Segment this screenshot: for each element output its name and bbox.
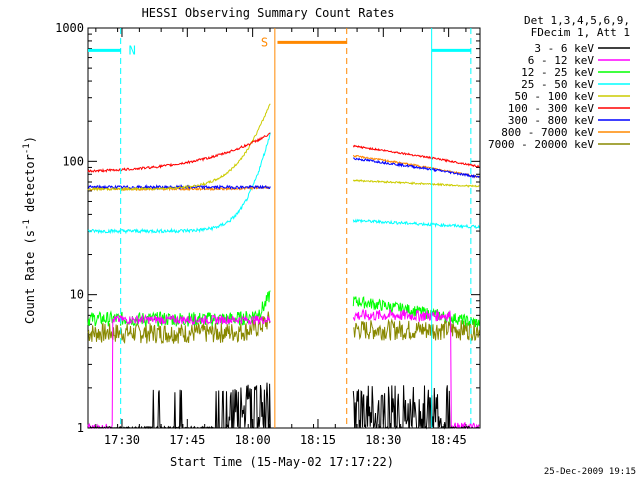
legend-entry-label: 50 - 100 keV xyxy=(515,90,595,103)
legend-header: Det 1,3,4,5,6,9, xyxy=(524,14,630,27)
chart-title: HESSI Observing Summary Count Rates xyxy=(142,6,395,20)
y-tick-label: 10 xyxy=(70,288,84,302)
x-tick-label: 18:15 xyxy=(300,433,336,447)
series-25-50-kev xyxy=(87,132,271,235)
series-3-6-kev xyxy=(352,385,480,430)
y-axis-label-sup1: -1 xyxy=(22,219,32,230)
y-axis-label-sup2: -1 xyxy=(22,143,32,154)
y-tick-label: 1 xyxy=(77,421,84,435)
y-tick-label: 100 xyxy=(62,154,84,168)
plot-frame xyxy=(87,27,481,429)
series-3-6-kev xyxy=(88,382,271,430)
series-300-800-kev xyxy=(352,157,480,179)
legend-entry-label: 6 - 12 keV xyxy=(528,54,595,67)
legend-entry-label: 3 - 6 keV xyxy=(534,42,594,55)
night-marker-label: N xyxy=(129,43,136,57)
timestamp: 25-Dec-2009 19:15 xyxy=(544,467,636,477)
legend-entry-label: 800 - 7000 keV xyxy=(501,126,594,139)
legend-entry-label: 25 - 50 keV xyxy=(521,78,594,91)
x-tick-label: 18:45 xyxy=(431,433,467,447)
series-100-300-kev xyxy=(87,132,271,173)
plot-area: 1 10 100 1000 17:30 17:45 18:00 18:15 18:30 18:45… xyxy=(55,21,481,447)
series-6-12-kev xyxy=(352,308,480,430)
series-50-100-kev xyxy=(87,103,271,192)
x-tick-label: 17:30 xyxy=(104,433,140,447)
legend-header: FDecim 1, Att 1 xyxy=(531,26,630,39)
x-tick-label: 18:30 xyxy=(365,433,401,447)
legend-entry-label: 12 - 25 keV xyxy=(521,66,594,79)
series-6-12-kev xyxy=(87,314,271,429)
x-axis-label: Start Time (15-May-02 17:17:22) xyxy=(170,455,394,469)
series-800-7000-kev xyxy=(352,154,480,178)
series-7000-20000-kev xyxy=(87,311,271,345)
saa-marker-label: S xyxy=(261,35,268,49)
series-25-50-kev xyxy=(352,218,480,230)
y-axis-label: Count Rate (s-1 detector-1) xyxy=(22,136,37,324)
legend-entry-label: 300 - 800 keV xyxy=(508,114,594,127)
y-axis-label-mid: detector xyxy=(23,154,37,219)
y-axis-label-main: Count Rate (s xyxy=(23,230,37,324)
y-tick-label: 1000 xyxy=(55,21,84,35)
x-tick-label: 18:00 xyxy=(235,433,271,447)
legend-entry-label: 100 - 300 keV xyxy=(508,102,594,115)
series-7000-20000-kev xyxy=(353,318,480,341)
x-tick-label: 17:45 xyxy=(169,433,205,447)
legend: Det 1,3,4,5,6,9,FDecim 1, Att 1 3 - 6 keV… xyxy=(488,14,630,151)
y-axis-label-end: ) xyxy=(23,136,37,143)
series-100-300-kev xyxy=(352,144,480,168)
legend-entry-label: 7000 - 20000 keV xyxy=(488,138,594,151)
series-50-100-kev xyxy=(352,179,480,188)
